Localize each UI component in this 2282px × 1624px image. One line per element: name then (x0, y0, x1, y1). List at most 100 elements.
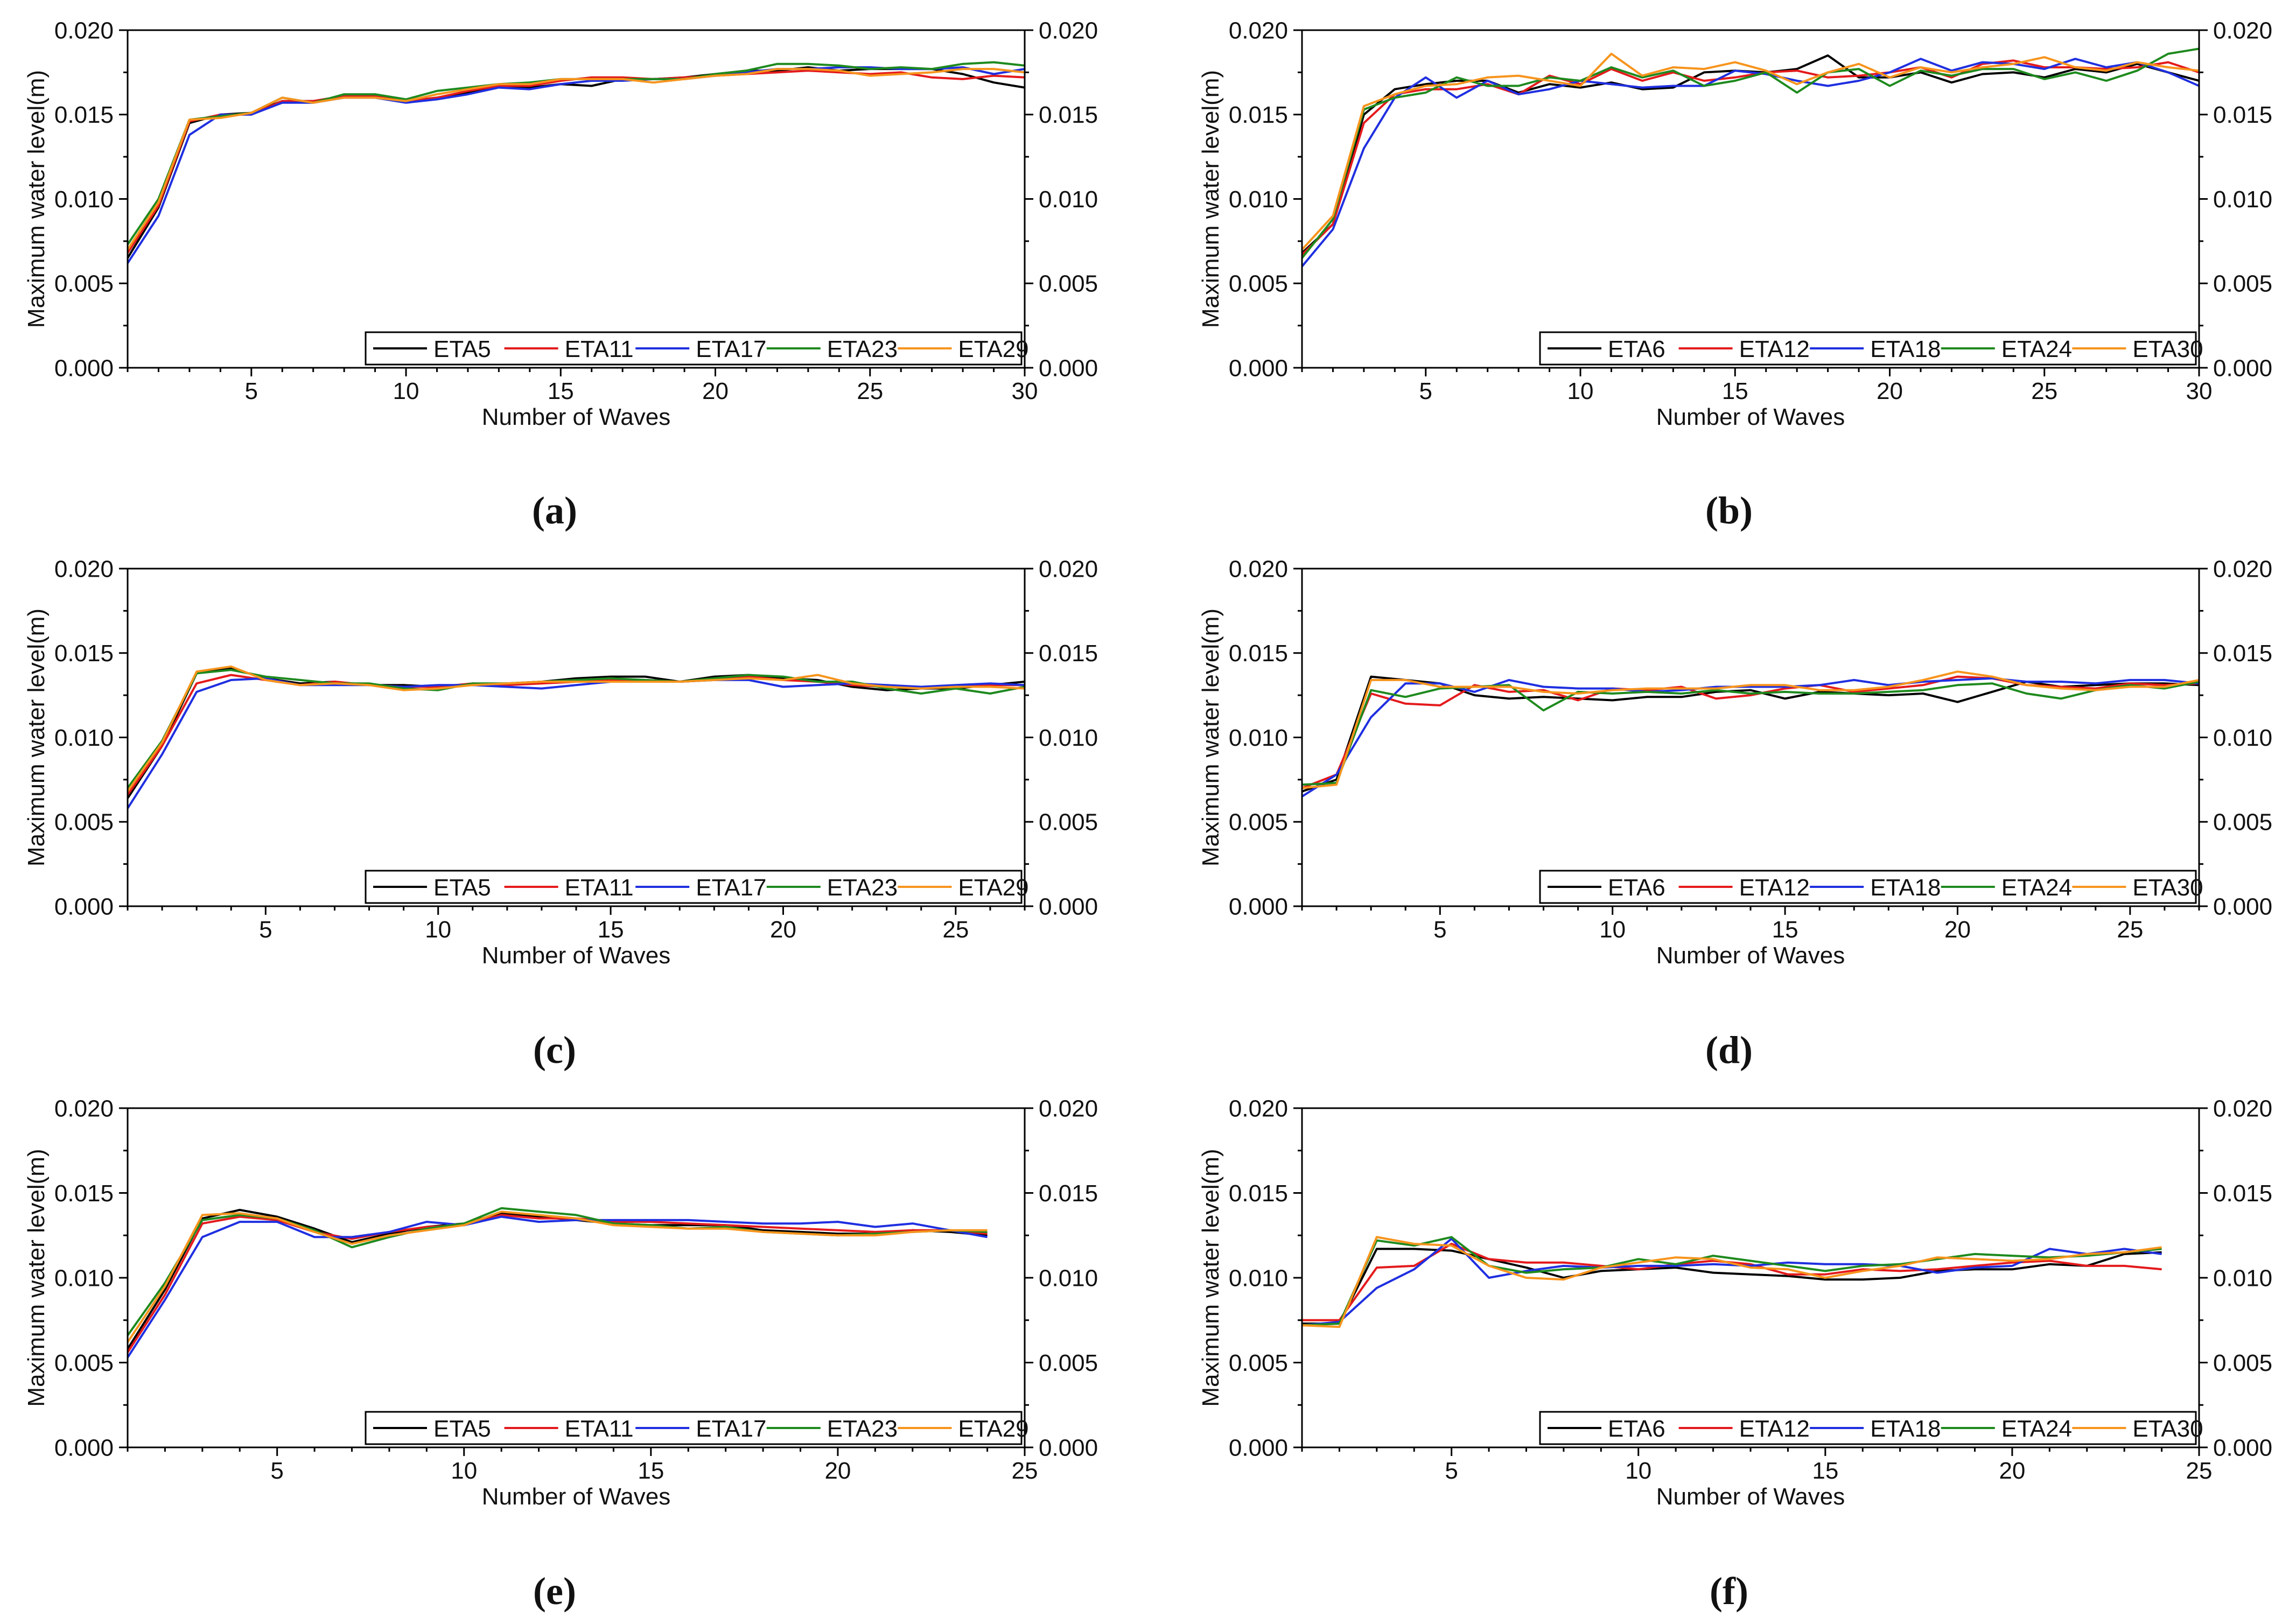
series-line-eta11 (128, 69, 1025, 254)
legend-label-eta18: ETA18 (1870, 336, 1941, 362)
y-tick-label: 0.015 (54, 102, 114, 128)
y-axis-label: Maximum water level(m) (23, 608, 50, 866)
panel-caption: (d) (1705, 1028, 1753, 1072)
plot-frame (127, 568, 1026, 907)
x-tick-label: 25 (942, 916, 969, 943)
chart-panel-6: 0.000 0.000 0.005 0.005 0.010 0.010 0.015 0.015… (1198, 1095, 2272, 1613)
y-tick-label: 0.020 (54, 17, 114, 44)
x-tick-label: 15 (1812, 1458, 1838, 1484)
x-tick-label: 5 (1419, 378, 1432, 404)
panel-caption: (e) (533, 1570, 576, 1613)
y-tick-label-right: 0.000 (1039, 1434, 1098, 1461)
y-tick-label-right: 0.010 (1039, 186, 1098, 213)
x-tick-label: 10 (425, 916, 451, 943)
series-line-eta11 (128, 674, 1025, 796)
y-tick-label: 0.005 (1229, 1350, 1288, 1376)
y-tick-label-right: 0.020 (1039, 17, 1098, 44)
series-line-eta24 (1302, 1236, 2162, 1327)
y-tick-label: 0.010 (1229, 725, 1288, 751)
y-tick-label: 0.000 (54, 355, 114, 381)
series-line-eta23 (128, 61, 1025, 246)
y-tick-label-right: 0.010 (1039, 725, 1098, 751)
y-tick-label: 0.000 (54, 1434, 114, 1461)
legend-label-eta24: ETA24 (2001, 1416, 2072, 1442)
y-tick-label-right: 0.015 (2213, 102, 2272, 128)
series-line-eta6 (1302, 1248, 2162, 1325)
series-line-eta11 (128, 1214, 988, 1353)
y-tick-label: 0.010 (54, 1265, 114, 1291)
x-tick-label: 5 (259, 916, 272, 943)
y-tick-label-right: 0.005 (1039, 1350, 1098, 1376)
x-tick-label: 25 (857, 378, 883, 404)
x-tick-label: 20 (702, 378, 729, 404)
plot-frame (1301, 568, 2200, 907)
legend-label-eta12: ETA12 (1739, 1416, 1810, 1442)
y-tick-label: 0.010 (1229, 1265, 1288, 1291)
y-tick-label-right: 0.005 (1039, 271, 1098, 297)
y-axis-label: Maximum water level(m) (1198, 70, 1224, 328)
chart-panel-1: 0.000 0.000 0.005 0.005 0.010 0.010 0.015 0.015… (23, 17, 1098, 532)
x-tick-label: 15 (548, 378, 574, 404)
x-tick-label: 15 (1772, 916, 1798, 943)
legend: ETA6 ETA12 ETA18 ETA24 ETA30 (1539, 870, 2203, 904)
y-tick-label: 0.010 (54, 186, 114, 213)
x-tick-label: 25 (2117, 916, 2143, 943)
y-tick-label-right: 0.015 (2213, 1180, 2272, 1207)
x-axis-label: Number of Waves (1656, 1483, 1845, 1510)
x-tick-label: 25 (2186, 1458, 2213, 1484)
legend-label-eta11: ETA11 (565, 336, 634, 362)
x-axis-label: Number of Waves (482, 942, 670, 969)
y-tick-label: 0.020 (54, 1095, 114, 1122)
x-tick-label: 15 (1722, 378, 1748, 404)
chart-panel-3: 0.000 0.000 0.005 0.005 0.010 0.010 0.015 0.015… (23, 556, 1098, 1072)
legend-label-eta24: ETA24 (2001, 336, 2072, 362)
y-tick-label: 0.000 (54, 893, 114, 920)
y-tick-label: 0.020 (54, 556, 114, 582)
legend-label-eta18: ETA18 (1870, 874, 1941, 901)
x-tick-label: 15 (638, 1458, 664, 1484)
legend-label-eta30: ETA30 (2132, 336, 2203, 362)
legend: ETA6 ETA12 ETA18 ETA24 ETA30 (1539, 331, 2203, 366)
y-axis-label: Maximum water level(m) (1198, 608, 1224, 866)
y-tick-label-right: 0.010 (2213, 186, 2272, 213)
y-axis-label: Maximum water level(m) (1198, 1149, 1224, 1406)
legend-label-eta23: ETA23 (827, 1416, 898, 1442)
y-tick-label: 0.005 (54, 271, 114, 297)
legend-label-eta18: ETA18 (1870, 1416, 1941, 1442)
y-tick-label-right: 0.005 (2213, 809, 2272, 836)
y-tick-label: 0.005 (1229, 809, 1288, 836)
x-tick-label: 10 (1599, 916, 1626, 943)
series-line-eta30 (1302, 1236, 2162, 1328)
x-tick-label: 25 (2031, 378, 2057, 404)
legend-label-eta29: ETA29 (958, 1416, 1028, 1442)
series-line-eta17 (128, 677, 1025, 809)
y-axis-label: Maximum water level(m) (23, 1149, 50, 1406)
series-line-eta17 (128, 66, 1025, 264)
y-tick-label: 0.005 (54, 809, 114, 836)
x-tick-label: 20 (770, 916, 796, 943)
y-tick-label-right: 0.005 (1039, 809, 1098, 836)
x-axis-label: Number of Waves (1656, 404, 1845, 430)
legend-label-eta6: ETA6 (1608, 336, 1665, 362)
series-line-eta17 (128, 1215, 988, 1359)
y-tick-label-right: 0.010 (2213, 1265, 2272, 1291)
y-tick-label: 0.000 (1229, 1434, 1288, 1461)
y-tick-label-right: 0.000 (2213, 893, 2272, 920)
series-line-eta29 (128, 665, 1025, 792)
legend-label-eta29: ETA29 (958, 336, 1028, 362)
y-tick-label: 0.010 (54, 725, 114, 751)
x-tick-label: 15 (598, 916, 624, 943)
legend-label-eta24: ETA24 (2001, 874, 2072, 901)
y-tick-label-right: 0.005 (2213, 1350, 2272, 1376)
legend-label-eta23: ETA23 (827, 336, 898, 362)
y-tick-label-right: 0.020 (1039, 1095, 1098, 1122)
x-tick-label: 10 (451, 1458, 477, 1484)
y-tick-label: 0.000 (1229, 893, 1288, 920)
legend-label-eta6: ETA6 (1608, 874, 1665, 901)
y-tick-label-right: 0.015 (1039, 1180, 1098, 1207)
legend-label-eta17: ETA17 (696, 1416, 766, 1442)
y-tick-label: 0.005 (1229, 271, 1288, 297)
y-tick-label-right: 0.020 (1039, 556, 1098, 582)
series-line-eta12 (1302, 675, 2199, 789)
y-tick-label-right: 0.015 (1039, 102, 1098, 128)
